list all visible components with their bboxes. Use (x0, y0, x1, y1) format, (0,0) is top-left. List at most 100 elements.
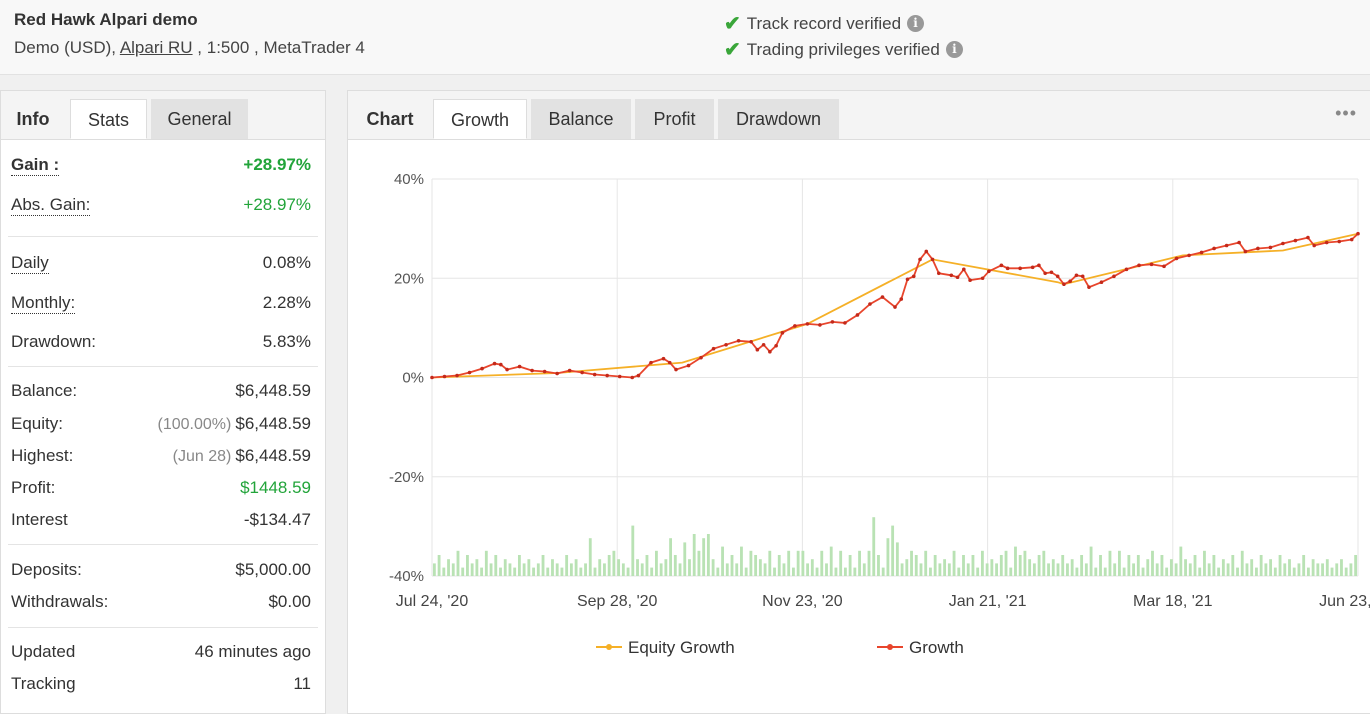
growth-point (592, 372, 597, 377)
volume-bar (664, 559, 668, 576)
tab-profit[interactable]: Profit (635, 99, 714, 139)
equity-value-group: (100.00%) $6,448.59 (158, 414, 311, 434)
x-tick-label: Mar 18, '21 (1133, 593, 1213, 610)
volume-bar (962, 555, 965, 576)
volume-bar (1212, 555, 1216, 576)
chart-legend: Equity Growth Growth (596, 638, 964, 657)
volume-bar (692, 534, 696, 576)
growth-point (1030, 265, 1035, 270)
tab-growth[interactable]: Growth (433, 99, 527, 139)
y-tick-label: 0% (402, 370, 424, 387)
broker-link[interactable]: Alpari RU (119, 38, 193, 57)
divider (8, 544, 318, 545)
gain-label[interactable]: Gain : (11, 155, 60, 176)
volume-bar (551, 559, 554, 576)
info-icon[interactable]: i (945, 41, 963, 58)
volume-bar (574, 559, 578, 576)
growth-point (1324, 240, 1329, 245)
legend-growth-marker (887, 644, 893, 650)
tab-stats[interactable]: Stats (70, 99, 147, 139)
growth-point (1068, 279, 1072, 284)
growth-point (1005, 266, 1010, 271)
growth-point (1306, 235, 1310, 240)
account-header: Red Hawk Alpari demo Demo (USD), Alpari … (0, 0, 1370, 75)
volume-bar (806, 563, 810, 576)
stat-withdrawals: Withdrawals: $0.00 (11, 592, 311, 622)
volume-bar (1292, 567, 1296, 576)
volume-bar (1203, 550, 1206, 576)
growth-point (455, 373, 459, 378)
growth-point (1037, 263, 1041, 268)
volume-bar (1335, 563, 1339, 576)
volume-bar (1056, 563, 1060, 576)
tab-general[interactable]: General (151, 99, 248, 139)
stat-tracking: Tracking 11 (11, 674, 311, 704)
tab-drawdown[interactable]: Drawdown (718, 99, 839, 139)
volume-bar (522, 563, 526, 576)
volume-bar (466, 555, 469, 576)
growth-point (774, 343, 778, 348)
volume-bar (1165, 567, 1169, 576)
growth-point (617, 374, 622, 379)
account-name: Red Hawk Alpari demo (14, 10, 198, 29)
volume-bar (617, 559, 621, 576)
monthly-label[interactable]: Monthly: (11, 293, 76, 314)
volume-bar (1240, 550, 1244, 576)
daily-label[interactable]: Daily (11, 253, 49, 274)
volume-bar (1099, 555, 1102, 576)
growth-point (499, 362, 503, 367)
volume-bar (1014, 546, 1017, 576)
profit-label: Profit: (11, 478, 56, 497)
volume-bar (933, 555, 937, 576)
y-tick-label: -20% (389, 469, 424, 486)
stat-deposits: Deposits: $5,000.00 (11, 560, 311, 590)
abs-gain-label[interactable]: Abs. Gain: (11, 195, 91, 216)
volume-bar (1325, 559, 1329, 576)
volume-bar (1028, 559, 1032, 576)
growth-point (1356, 231, 1360, 236)
volume-bar (579, 567, 583, 576)
volume-bar (1080, 555, 1084, 576)
volume-bar (1122, 567, 1126, 576)
volume-bar (976, 567, 980, 576)
y-tick-label: 40% (394, 171, 424, 188)
chart-grid (431, 178, 1359, 577)
highest-date: (Jun 28) (172, 448, 232, 465)
volume-bar (966, 563, 970, 576)
volume-bar (919, 563, 923, 576)
volume-bar (645, 555, 649, 576)
check-icon: ✔ (724, 39, 741, 61)
tracking-value: 11 (293, 674, 311, 693)
volume-bar (584, 563, 587, 576)
volume-bar (1127, 555, 1131, 576)
info-icon[interactable]: i (907, 15, 925, 32)
growth-point (467, 370, 472, 375)
legend-equity-growth[interactable]: Equity Growth (628, 638, 735, 657)
growth-point (1243, 249, 1248, 254)
volume-bar (744, 567, 748, 576)
volume-bar (1330, 567, 1334, 576)
legend-growth[interactable]: Growth (909, 638, 964, 657)
balance-label: Balance: (11, 381, 78, 400)
volume-bar (1004, 550, 1008, 576)
growth-point (1074, 273, 1079, 278)
chart-tabs: Chart Growth Balance Profit Drawdown ••• (348, 91, 1370, 140)
equity-value: $6,448.59 (235, 414, 311, 433)
volume-bar (1255, 567, 1258, 576)
volume-bar (773, 567, 776, 576)
trading-privileges-verified: ✔ Trading privileges verified i (724, 37, 963, 62)
volume-bar (503, 559, 507, 576)
highest-value-group: (Jun 28) $6,448.59 (173, 446, 311, 466)
growth-point (636, 373, 641, 378)
volume-bar (513, 567, 517, 576)
tab-balance[interactable]: Balance (531, 99, 631, 139)
volume-bar (1221, 559, 1225, 576)
volume-bar (1094, 567, 1098, 576)
more-options-icon[interactable]: ••• (1335, 103, 1357, 123)
growth-point (968, 278, 972, 283)
volume-bar (461, 567, 465, 576)
volume-bar (721, 546, 724, 576)
volume-bar (848, 555, 852, 576)
growth-point (567, 368, 572, 373)
volume-bar (853, 567, 857, 576)
